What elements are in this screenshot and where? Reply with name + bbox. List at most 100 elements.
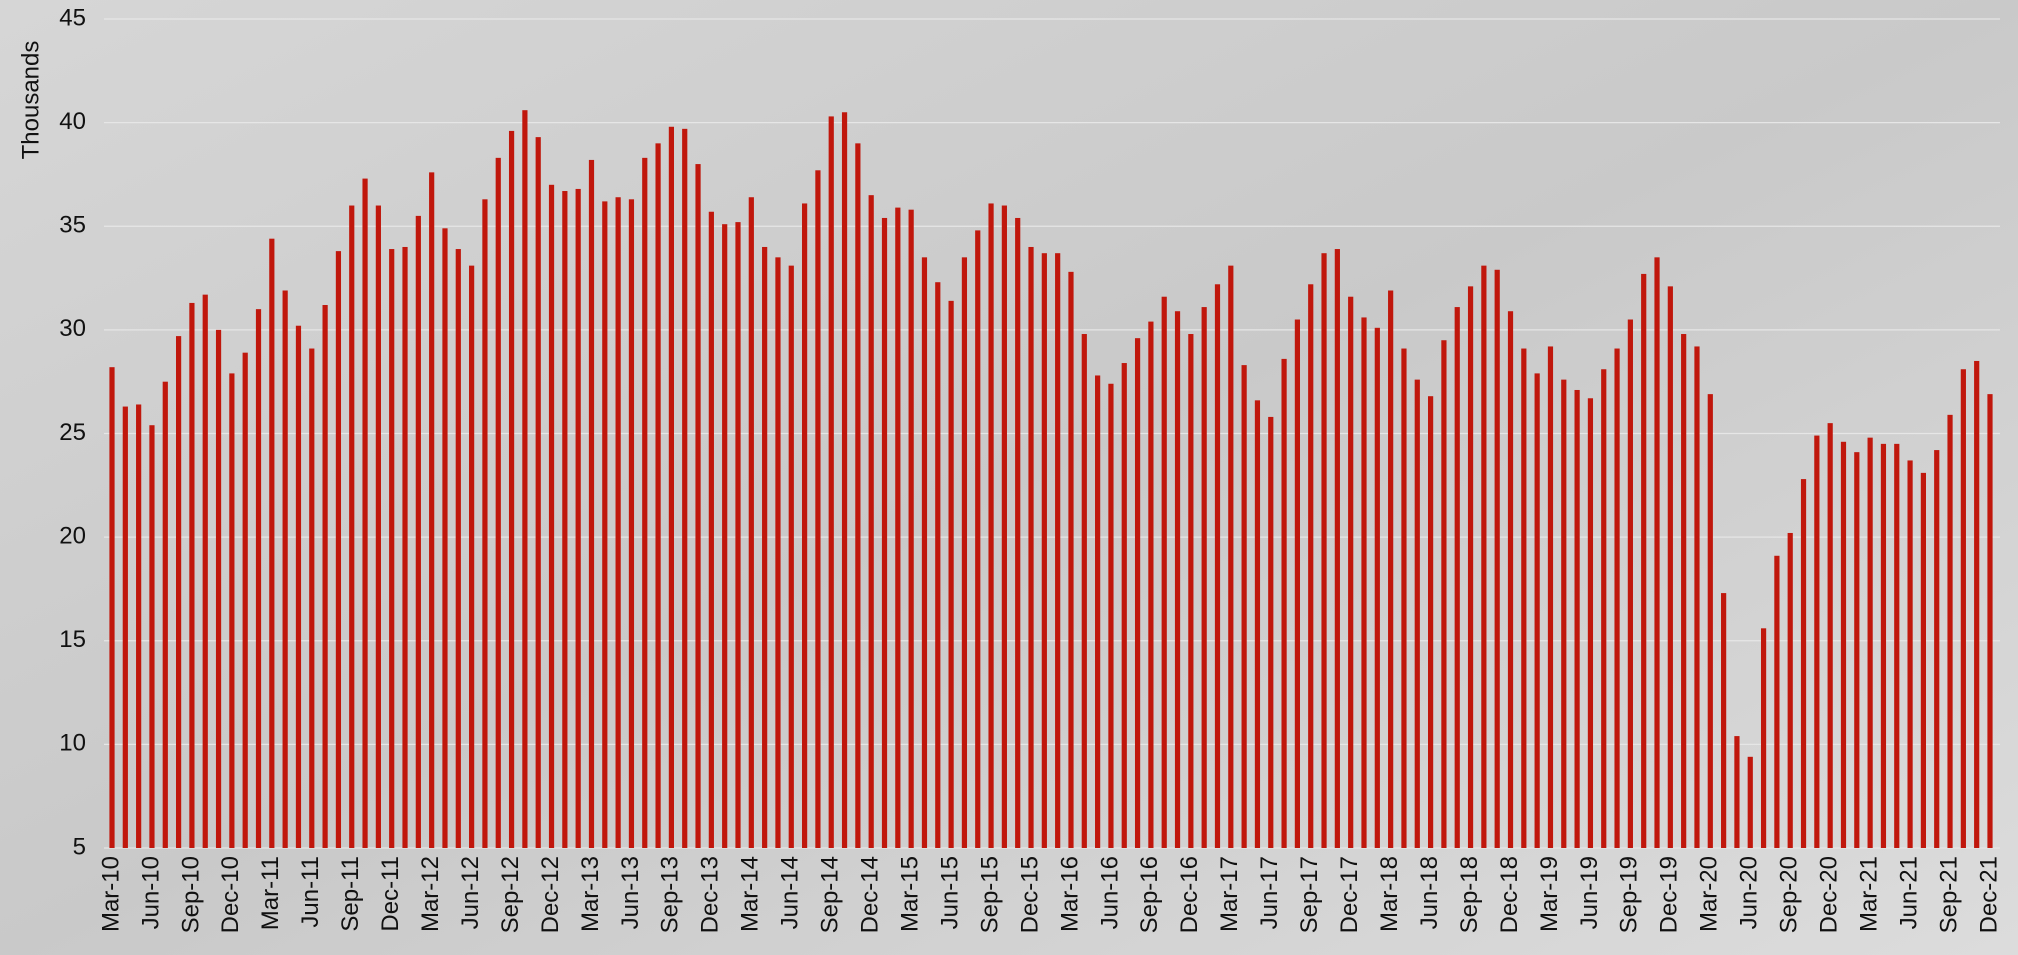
bar [189, 303, 194, 848]
bar [722, 224, 727, 848]
bar [682, 129, 687, 848]
bar [509, 131, 514, 848]
bar [1508, 311, 1513, 848]
bar [1575, 390, 1580, 848]
bar [109, 367, 114, 848]
bar [1348, 297, 1353, 848]
bar [149, 425, 154, 848]
chart: Thousands 51015202530354045Mar-10Jun-10S… [0, 0, 2018, 955]
x-tick-label: Jun-14 [777, 856, 804, 929]
y-tick-label: 25 [59, 419, 86, 446]
bar [789, 266, 794, 848]
bar [1361, 317, 1366, 848]
bar [1388, 290, 1393, 848]
bar [1748, 757, 1753, 848]
x-tick-label: Dec-10 [217, 856, 244, 933]
bar [882, 218, 887, 848]
x-tick-label: Jun-10 [137, 856, 164, 929]
bar [1281, 359, 1286, 848]
bar [416, 216, 421, 848]
bar [642, 158, 647, 848]
bar [975, 230, 980, 848]
bar [602, 201, 607, 848]
bar [655, 143, 660, 848]
bar [855, 143, 860, 848]
x-tick-label: Sep-12 [497, 856, 524, 933]
bar [429, 172, 434, 848]
bar [1868, 438, 1873, 848]
bar [1654, 257, 1659, 848]
bar [1335, 249, 1340, 848]
bar [1068, 272, 1073, 848]
bar [1681, 334, 1686, 848]
x-tick-label: Sep-13 [657, 856, 684, 933]
x-tick-label: Jun-13 [617, 856, 644, 929]
bar [1814, 436, 1819, 848]
bar [842, 112, 847, 848]
bar [203, 295, 208, 848]
bar [735, 222, 740, 848]
bar [1308, 284, 1313, 848]
x-tick-label: Jun-17 [1256, 856, 1283, 929]
bar [1042, 253, 1047, 848]
bar [362, 179, 367, 848]
bar [283, 290, 288, 848]
bar [562, 191, 567, 848]
bar [442, 228, 447, 848]
bar [1841, 442, 1846, 848]
x-tick-label: Mar-16 [1056, 856, 1083, 932]
bar [1961, 369, 1966, 848]
y-axis-label: Thousands [17, 41, 44, 160]
bar [1934, 450, 1939, 848]
bar [1721, 593, 1726, 848]
bar [869, 195, 874, 848]
y-tick-label: 5 [73, 833, 86, 860]
y-tick-label: 15 [59, 626, 86, 653]
bar [1641, 274, 1646, 848]
bar [576, 189, 581, 848]
bar [1521, 349, 1526, 848]
bar [1881, 444, 1886, 848]
y-tick-label: 20 [59, 522, 86, 549]
bar [589, 160, 594, 848]
bar [1135, 338, 1140, 848]
bar [1015, 218, 1020, 848]
x-tick-label: Sep-14 [817, 856, 844, 933]
bar [349, 206, 354, 848]
x-tick-label: Sep-11 [337, 856, 364, 932]
bar [1987, 394, 1992, 848]
x-tick-label: Dec-20 [1816, 856, 1843, 933]
bar [1321, 253, 1326, 848]
x-tick-label: Dec-16 [1176, 856, 1203, 933]
bar [1628, 320, 1633, 848]
bar [1175, 311, 1180, 848]
bar [549, 185, 554, 848]
x-tick-label: Mar-10 [97, 856, 124, 932]
bar [1921, 473, 1926, 848]
bar [1668, 286, 1673, 848]
x-tick-label: Jun-12 [457, 856, 484, 929]
bar [522, 110, 527, 848]
bar [1215, 284, 1220, 848]
bar [1082, 334, 1087, 848]
bar [695, 164, 700, 848]
y-tick-label: 35 [59, 212, 86, 239]
bar [336, 251, 341, 848]
bar [1548, 346, 1553, 848]
x-tick-label: Jun-19 [1576, 856, 1603, 929]
bar [1734, 736, 1739, 848]
bar [1588, 398, 1593, 848]
bar [1601, 369, 1606, 848]
x-tick-label: Sep-19 [1616, 856, 1643, 933]
bar [1122, 363, 1127, 848]
y-tick-label: 30 [59, 315, 86, 342]
bar [1055, 253, 1060, 848]
bar [1708, 394, 1713, 848]
bar [775, 257, 780, 848]
bar [216, 330, 221, 848]
bar [669, 127, 674, 848]
bar [402, 247, 407, 848]
bar [163, 382, 168, 848]
bar [1401, 349, 1406, 848]
bar [1375, 328, 1380, 848]
